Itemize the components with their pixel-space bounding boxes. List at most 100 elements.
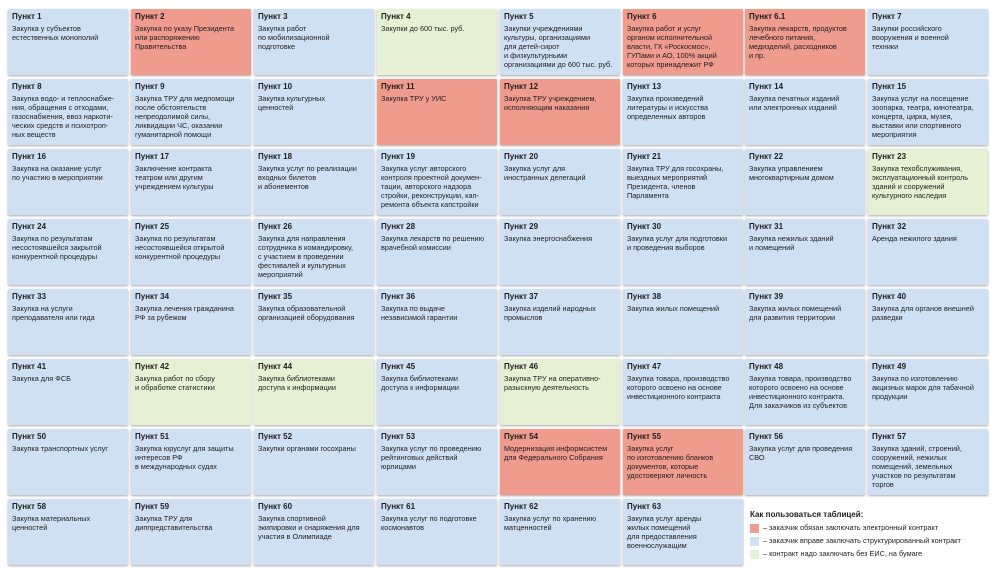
cell-text: Закупка печатных изданий или электронных… <box>749 94 840 112</box>
cell-title: Пункт 7 <box>872 12 902 21</box>
legend-swatch-red <box>750 523 759 533</box>
cell-title: Пункт 58 <box>12 502 47 511</box>
cell-text: Закупка услуг по изготовлению бланков до… <box>627 444 714 480</box>
cell-text: Закупка спортивной экипировки и снаряжен… <box>258 514 360 541</box>
cell-title: Пункт 20 <box>504 152 539 161</box>
cell-title: Пункт 15 <box>872 82 907 91</box>
grid-cell: Пункт 33 Закупка на услуги преподавателя … <box>8 289 128 355</box>
grid-cell: Пункт 38 Закупка жилых помещений <box>623 289 743 355</box>
cell-text: Закупка ТРУ на оперативно- разыскную дея… <box>504 374 601 392</box>
cell-title: Пункт 25 <box>135 222 170 231</box>
grid-cell: Пункт 8 Закупка водо- и теплоснабже- ния,… <box>8 79 128 145</box>
cell-text: Закупка товара, производство которого ос… <box>627 374 730 401</box>
cell-text: Закупка ТРУ для диппредставительства <box>135 514 213 532</box>
cell-text: Закупка культурных ценностей <box>258 94 326 112</box>
grid-cell: Пункт 6 Закупка работ и услуг органом исп… <box>623 9 743 75</box>
cell-title: Пункт 60 <box>258 502 293 511</box>
cell-text: Закупка управлением многоквартирным домо… <box>749 164 834 182</box>
grid-cell: Пункт 48 Закупка товара, производство кот… <box>745 359 865 425</box>
cell-text: Закупка по указу Президента или распоряж… <box>135 24 235 51</box>
cell-title: Пункт 37 <box>504 292 539 301</box>
cell-title: Пункт 12 <box>504 82 539 91</box>
cell-title: Пункт 61 <box>381 502 416 511</box>
grid-cell: Пункт 31 Закупка нежилых зданий и помещен… <box>745 219 865 285</box>
cell-title: Пункт 6.1 <box>749 12 786 21</box>
cell-title: Пункт 11 <box>381 82 415 91</box>
cell-text: Закупка техобслуживания, эксплуатационны… <box>872 164 969 200</box>
cell-text: Модернизация информсистем для Федерально… <box>504 444 608 462</box>
cell-title: Пункт 38 <box>627 292 662 301</box>
grid-cell: Пункт 13 Закупка произведений литературы … <box>623 79 743 145</box>
grid-cell: Пункт 37 Закупка изделий народных промысл… <box>500 289 620 355</box>
grid-cell: Пункт 58 Закупка материальных ценностей <box>8 499 128 565</box>
cell-text: Закупка услуг по реализации входных биле… <box>258 164 357 191</box>
cell-text: Закупки до 600 тыс. руб. <box>381 24 465 33</box>
grid-cell: Пункт 15 Закупка услуг на посещение зоопа… <box>868 79 988 145</box>
cell-title: Пункт 56 <box>749 432 784 441</box>
grid-cell: Пункт 44 Закупка библиотеками доступа к и… <box>254 359 374 425</box>
cell-text: Закупка лекарств по решению врачебной ко… <box>381 234 485 252</box>
grid-cell: Пункт 21 Закупка ТРУ для госохраны, выезд… <box>623 149 743 215</box>
grid-cell: Пункт 29 Закупка энергоснабжения <box>500 219 620 285</box>
grid-cell: Пункт 36 Закупка по выдаче независимой га… <box>377 289 497 355</box>
grid-cell: Пункт 59 Закупка ТРУ для диппредставитель… <box>131 499 251 565</box>
cell-title: Пункт 21 <box>627 152 662 161</box>
cell-text: Закупка работ и услуг органом исполнител… <box>627 24 717 69</box>
cell-text: Закупка водо- и теплоснабже- ния, обраще… <box>12 94 115 139</box>
cell-title: Пункт 6 <box>627 12 657 21</box>
cell-title: Пункт 1 <box>12 12 42 21</box>
cell-title: Пункт 3 <box>258 12 288 21</box>
grid-cell: Пункт 35 Закупка образовательной организа… <box>254 289 374 355</box>
cell-title: Пункт 44 <box>258 362 293 371</box>
grid-cell: Пункт 7 Закупки российского вооружения и … <box>868 9 988 75</box>
grid-cell: Пункт 39 Закупка жилых помещений для разв… <box>745 289 865 355</box>
cell-title: Пункт 8 <box>12 82 42 91</box>
grid-cell: Пункт 20 Закупка услуг для иностранных де… <box>500 149 620 215</box>
cell-text: Закупка ТРУ у УИС <box>381 94 447 103</box>
legend: Как пользоваться таблицей: – заказчик об… <box>744 505 996 571</box>
grid-cell: Пункт 22 Закупка управлением многоквартир… <box>745 149 865 215</box>
cell-title: Пункт 23 <box>872 152 907 161</box>
cell-text: Закупка по выдаче независимой гарантии <box>381 304 458 322</box>
cell-text: Закупка энергоснабжения <box>504 234 593 243</box>
cell-title: Пункт 4 <box>381 12 411 21</box>
legend-swatch-green <box>750 549 759 559</box>
cell-text: Закупка библиотеками доступа к информаци… <box>381 374 459 392</box>
cell-text: Закупка жилых помещений для развития тер… <box>749 304 842 322</box>
legend-item-red: – заказчик обязан заключать электронный … <box>750 523 990 533</box>
cell-text: Закупка по результатам несостоявшейся от… <box>135 234 225 261</box>
cell-title: Пункт 63 <box>627 502 662 511</box>
grid-cell: Пункт 2 Закупка по указу Президента или р… <box>131 9 251 75</box>
cell-text: Закупка работ по мобилизационной подгото… <box>258 24 330 51</box>
grid-cell: Пункт 6.1 Закупка лекарств, продуктов леч… <box>745 9 865 75</box>
grid-cell: Пункт 49 Закупка по изготовлению акцизных… <box>868 359 988 425</box>
cell-title: Пункт 32 <box>872 222 907 231</box>
cell-title: Пункт 16 <box>12 152 47 161</box>
grid-cell: Пункт 40 Закупка для органов внешней разв… <box>868 289 988 355</box>
cell-text: Закупка материальных ценностей <box>12 514 91 532</box>
cell-text: Закупка ТРУ для медпомощи после обстояте… <box>135 94 235 139</box>
cell-text: Закупка работ по сбору и обработке стати… <box>135 374 215 392</box>
grid-cell: Пункт 62 Закупка услуг по хранению матцен… <box>500 499 620 565</box>
cell-text: Закупка услуг по хранению матценностей <box>504 514 597 532</box>
cell-text: Закупка для органов внешней разведки <box>872 304 974 322</box>
grid-cell: Пункт 52 Закупки органами госохраны <box>254 429 374 495</box>
cell-text: Закупка произведений литературы и искусс… <box>627 94 709 121</box>
cell-title: Пункт 14 <box>749 82 784 91</box>
grid-cell: Пункт 11 Закупка ТРУ у УИС <box>377 79 497 145</box>
cell-text: Закупка у субъектов естественных монопол… <box>12 24 99 42</box>
cell-title: Пункт 54 <box>504 432 539 441</box>
grid-cell: Пункт 17 Заключение контракта театром или… <box>131 149 251 215</box>
cell-title: Пункт 49 <box>872 362 907 371</box>
cell-title: Пункт 41 <box>12 362 47 371</box>
cell-title: Пункт 26 <box>258 222 293 231</box>
cell-title: Пункт 13 <box>627 82 662 91</box>
cell-title: Пункт 55 <box>627 432 662 441</box>
cell-text: Закупка услуг по проведению рейтинговых … <box>381 444 482 471</box>
grid-cell: Пункт 25 Закупка по результатам несостояв… <box>131 219 251 285</box>
grid-cell: Пункт 41 Закупка для ФСБ <box>8 359 128 425</box>
grid-cell: Пункт 45 Закупка библиотеками доступа к и… <box>377 359 497 425</box>
cell-text: Закупка услуг по подготовке космонавтов <box>381 514 477 532</box>
grid-cell: Пункт 5 Закупки учреждениями культуры, ор… <box>500 9 620 75</box>
